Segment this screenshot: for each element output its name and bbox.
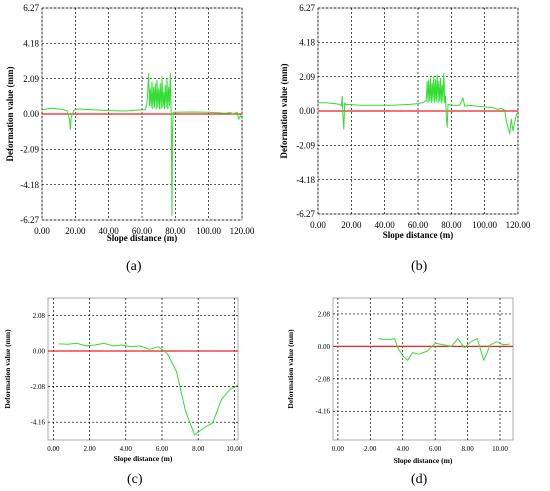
chart-a-x-tick-label: 120.00 (230, 226, 255, 236)
chart-a-x-tick-label: 60.00 (132, 226, 153, 236)
chart-a-y-tick-label: 0.00 (23, 109, 39, 119)
chart-d-x-tick-label: 2.00 (364, 445, 377, 453)
chart-d-plot-frame (332, 297, 514, 441)
chart-c-x-tick-label: 10.00 (227, 445, 243, 453)
chart-a-x-tick-label: 20.00 (65, 226, 86, 236)
chart-c-series-line (58, 342, 239, 436)
chart-d-series-line (378, 338, 510, 361)
chart-b-y-axis-label: Deformation value (mm) (279, 64, 289, 159)
chart-c-y-axis-label: Deformation value (mm) (3, 329, 12, 409)
chart-c-x-axis-label: Slope distance (m) (114, 454, 173, 463)
chart-c-plot-frame (47, 297, 239, 441)
chart-d-y-tick-label: 0.00 (318, 343, 331, 351)
chart-a-y-tick-label: -2.09 (20, 144, 39, 154)
chart-a-x-tick-label: 100.00 (196, 226, 221, 236)
chart-panel-c: 0.00 2.00 4.00 6.00 8.00 10.00 2.08 0.00 -2.08 -4… (3, 297, 243, 463)
caption-b: (b) (411, 259, 428, 274)
chart-b-x-tick-label: 40.00 (375, 220, 396, 230)
chart-d-y-tick-label: -2.08 (315, 375, 330, 383)
chart-b-y-tick-label: 6.27 (299, 3, 315, 13)
caption-d: (d) (411, 472, 428, 487)
chart-a-x-axis-label: Slope distance (m) (107, 233, 178, 243)
chart-c-x-tick-label: 6.00 (156, 445, 169, 453)
chart-d-x-axis-label: Slope distance (m) (394, 456, 453, 465)
chart-d-x-tick-label: 4.00 (397, 445, 410, 453)
chart-c-y-tick-label: 0.00 (33, 347, 46, 355)
chart-b-y-tick-label: -4.18 (296, 175, 315, 185)
chart-c-y-tick-label: 2.08 (33, 312, 46, 320)
chart-c-x-tick-label: 2.00 (83, 445, 96, 453)
chart-d-x-tick-label: 6.00 (429, 445, 442, 453)
chart-b-x-tick-label: 100.00 (472, 220, 497, 230)
chart-a-y-tick-label: -6.27 (20, 215, 39, 225)
chart-d-x-tick-label: 8.00 (461, 445, 474, 453)
chart-b-y-tick-label: -2.09 (296, 140, 315, 150)
chart-b-y-tick-label: 0.00 (299, 106, 315, 116)
chart-d-y-tick-label: -4.16 (315, 408, 330, 416)
chart-d-y-axis-label: Deformation value (mm) (286, 329, 295, 409)
chart-a-y-tick-label: 6.27 (23, 3, 39, 13)
chart-b-x-tick-label: 0.00 (310, 220, 326, 230)
chart-a-x-tick-label: 80.00 (165, 226, 186, 236)
chart-c-x-tick-label: 0.00 (47, 445, 60, 453)
chart-a-y-tick-label: -4.18 (20, 180, 39, 190)
chart-b-series-line (318, 72, 518, 135)
chart-panel-d: 0.00 2.00 4.00 6.00 8.00 10.00 2.08 0.00 -2.08 -4… (286, 297, 514, 465)
chart-d-x-tick-label: 0.00 (332, 445, 345, 453)
chart-b-y-tick-label: 4.18 (299, 37, 315, 47)
chart-b-x-tick-label: 120.00 (506, 220, 531, 230)
chart-b-x-tick-label: 60.00 (408, 220, 429, 230)
chart-c-x-tick-label: 4.00 (120, 445, 133, 453)
chart-b-x-tick-label: 80.00 (441, 220, 462, 230)
chart-b-y-tick-label: -6.27 (296, 209, 315, 219)
chart-panel-b: 0.00 20.00 40.00 60.00 80.00 100.00 120.00 6.27… (279, 3, 531, 240)
chart-a-x-tick-label: 40.00 (99, 226, 120, 236)
chart-b-y-tick-label: 2.09 (299, 72, 315, 82)
chart-c-x-tick-label: 8.00 (192, 445, 205, 453)
chart-c-y-tick-label: -4.16 (30, 419, 45, 427)
chart-b-x-tick-label: 20.00 (341, 220, 362, 230)
chart-a-y-axis-label: Deformation value (mm) (5, 67, 15, 162)
chart-d-x-tick-label: 10.00 (492, 445, 508, 453)
chart-a-x-tick-label: 0.00 (34, 226, 50, 236)
chart-a-y-tick-label: 2.09 (23, 74, 39, 84)
chart-panel-a: 0.00 20.00 40.00 60.00 80.00 100.00 120.00 6.27… (5, 3, 255, 243)
chart-a-y-tick-label: 4.18 (23, 38, 39, 48)
chart-c-y-tick-label: -2.08 (30, 383, 45, 391)
chart-b-x-axis-label: Slope distance (m) (383, 230, 454, 240)
caption-a: (a) (126, 259, 142, 274)
chart-a-series-line (41, 72, 243, 216)
caption-c: (c) (127, 472, 143, 487)
chart-d-y-tick-label: 2.08 (318, 310, 331, 318)
